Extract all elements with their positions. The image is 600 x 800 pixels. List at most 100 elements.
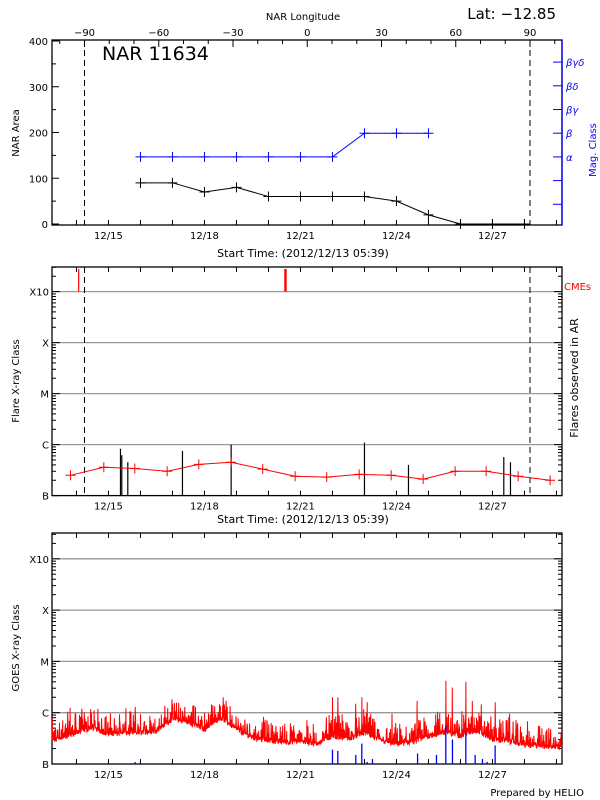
- latitude-label: Lat: −12.85: [467, 5, 556, 23]
- flare-level-point: [257, 464, 268, 475]
- area-point: [231, 182, 242, 193]
- y-tick-label: B: [42, 760, 49, 771]
- area-point: [263, 191, 274, 202]
- panel2-frame: [51, 266, 563, 497]
- top-axis-label: NAR Longitude: [266, 12, 340, 23]
- panel1-frame: [51, 39, 563, 226]
- y-tick-label: 400: [29, 37, 48, 48]
- area-point: [519, 219, 530, 229]
- x-tick-label: 12/15: [94, 770, 123, 781]
- y-tick-label: 0: [42, 220, 48, 231]
- panel1-xlabel: Start Time: (2012/12/13 05:39): [217, 247, 389, 260]
- top-axis-tick-label: 30: [375, 28, 388, 39]
- area-point: [423, 209, 434, 220]
- x-tick-label: 12/18: [190, 502, 219, 513]
- mag-class-point: [199, 151, 210, 162]
- area-point: [135, 177, 146, 188]
- mag-class-point: [167, 151, 178, 162]
- flare-level-point: [98, 462, 109, 473]
- flare-level-point: [290, 471, 301, 482]
- mag-class-tick-label: βδ: [565, 82, 579, 93]
- goes-flux-line: [51, 680, 563, 751]
- area-point: [327, 191, 338, 202]
- area-point: [455, 219, 466, 229]
- mag-class-tick-label: βγδ: [565, 58, 584, 69]
- flare-level-point: [418, 474, 429, 485]
- mag-class-tick-label: β: [565, 129, 573, 140]
- flare-level-point: [129, 463, 140, 474]
- panel3-ylabel: GOES X-ray Class: [11, 604, 22, 691]
- x-tick-label: 12/15: [94, 502, 123, 513]
- x-tick-label: 12/27: [478, 502, 507, 513]
- area-point: [391, 196, 402, 207]
- flare-level-point: [193, 459, 204, 470]
- nar-title: NAR 11634: [102, 43, 209, 65]
- mag-class-point: [359, 128, 370, 139]
- flare-level-point: [545, 475, 556, 486]
- mag-class-point: [231, 151, 242, 162]
- plot-layers: 12/15 12/18 12/21 12/24 12/270100200300400−9…: [29, 28, 585, 781]
- flare-level-point: [481, 466, 492, 477]
- x-tick-label: 12/24: [382, 502, 411, 513]
- mag-class-point: [135, 151, 146, 162]
- panel1-y2label: Mag. Class: [588, 123, 599, 177]
- flare-level-point: [513, 471, 524, 482]
- top-axis-tick-label: −30: [222, 28, 243, 39]
- top-axis-tick-label: 0: [304, 28, 310, 39]
- flare-level-point: [354, 469, 365, 480]
- y-tick-label: X: [42, 606, 49, 617]
- x-tick-label: 12/27: [478, 770, 507, 781]
- top-axis-tick-label: −90: [74, 28, 95, 39]
- flare-level-line: [70, 461, 551, 481]
- area-point: [487, 219, 498, 229]
- y-tick-label: 300: [29, 83, 48, 94]
- y-tick-label: X10: [29, 288, 49, 299]
- x-tick-label: 12/27: [478, 231, 507, 242]
- mag-class-tick-label: βγ: [565, 106, 579, 117]
- area-point: [295, 191, 306, 202]
- y-tick-label: X: [42, 339, 49, 350]
- cme-label: CMEs: [564, 282, 591, 293]
- area-line: [140, 182, 525, 225]
- panel1-ylabel: NAR Area: [11, 109, 22, 156]
- area-point: [359, 191, 370, 202]
- x-tick-label: 12/21: [286, 231, 315, 242]
- y-tick-label: M: [40, 390, 49, 401]
- flare-level-point: [321, 472, 332, 483]
- mag-class-line: [140, 132, 429, 158]
- area-point: [167, 177, 178, 188]
- flare-level-point: [162, 466, 173, 477]
- x-tick-label: 12/15: [94, 231, 123, 242]
- area-point: [199, 186, 210, 197]
- y-tick-label: C: [42, 709, 49, 720]
- panel3-frame: [51, 532, 563, 765]
- credit-label: Prepared by HELIO: [490, 788, 584, 799]
- mag-class-tick-label: α: [566, 153, 573, 164]
- y-tick-label: M: [40, 657, 49, 668]
- y-tick-label: X10: [29, 555, 49, 566]
- panel2-xlabel: Start Time: (2012/12/13 05:39): [217, 513, 389, 526]
- flare-level-point: [226, 457, 237, 468]
- x-tick-label: 12/21: [286, 770, 315, 781]
- panel2-y2label: Flares observed in AR: [568, 318, 581, 438]
- top-axis-tick-label: −60: [148, 28, 169, 39]
- x-tick-label: 12/24: [382, 231, 411, 242]
- top-axis-tick-label: 60: [449, 28, 462, 39]
- flare-level-point: [386, 470, 397, 481]
- y-tick-label: B: [42, 492, 49, 503]
- x-tick-label: 12/24: [382, 770, 411, 781]
- y-tick-label: C: [42, 441, 49, 452]
- top-axis-tick-label: 90: [524, 28, 537, 39]
- mag-class-point: [263, 151, 274, 162]
- y-tick-label: 200: [29, 129, 48, 140]
- mag-class-point: [391, 128, 402, 139]
- panel2-ylabel: Flare X-ray Class: [11, 339, 22, 423]
- x-tick-label: 12/21: [286, 502, 315, 513]
- flare-level-point: [65, 470, 76, 481]
- mag-class-point: [327, 151, 338, 162]
- mag-class-point: [423, 128, 434, 139]
- x-tick-label: 12/18: [190, 231, 219, 242]
- y-tick-label: 100: [29, 174, 48, 185]
- mag-class-point: [295, 151, 306, 162]
